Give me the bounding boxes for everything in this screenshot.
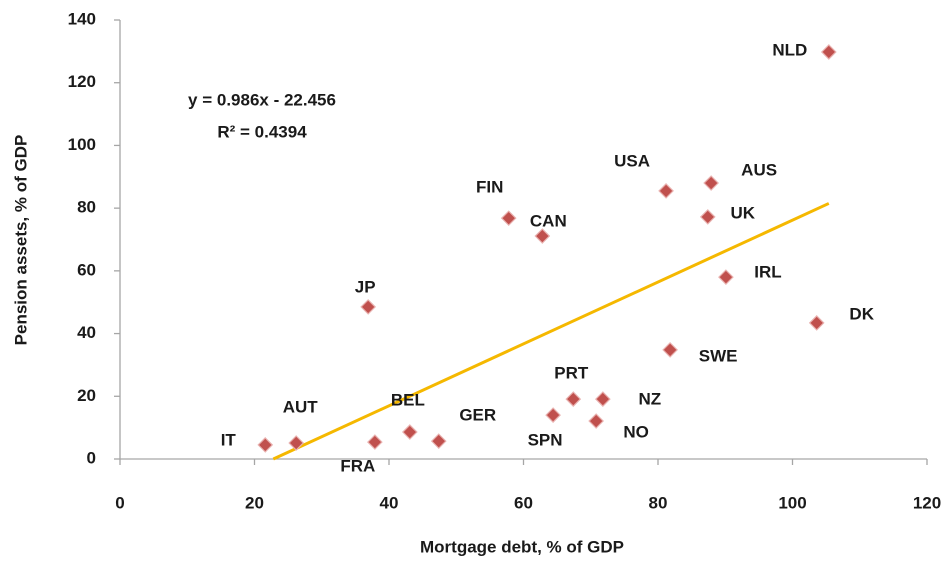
point: [595, 391, 611, 407]
point-label: NZ: [639, 390, 662, 409]
point-label: IRL: [754, 263, 781, 282]
point-label: BEL: [391, 391, 425, 410]
point-label: DK: [849, 304, 874, 323]
point: [808, 315, 825, 331]
x-tick-label: 40: [380, 493, 399, 512]
point-label: FRA: [340, 457, 375, 476]
point: [662, 342, 678, 358]
x-axis-label: Mortgage debt, % of GDP: [420, 537, 624, 556]
y-tick-label: 60: [77, 260, 96, 279]
point: [430, 433, 447, 449]
point: [360, 299, 377, 315]
point: [820, 44, 837, 60]
y-axis-label: Pension assets, % of GDP: [11, 135, 30, 346]
point-label: NO: [623, 423, 649, 442]
y-tick-label: 120: [68, 72, 96, 91]
x-tick-label: 80: [649, 493, 668, 512]
point: [401, 424, 418, 440]
x-tick-label: 100: [778, 493, 806, 512]
x-tick-label: 20: [245, 493, 264, 512]
point-label: NLD: [772, 40, 807, 59]
point-label: CAN: [530, 212, 567, 231]
point-label: PRT: [554, 364, 589, 383]
trendline: [272, 202, 830, 461]
point-label: JP: [355, 277, 376, 296]
point: [534, 228, 551, 244]
y-tick-label: 40: [77, 323, 96, 342]
point: [367, 434, 383, 450]
point: [545, 407, 561, 423]
point-label: AUT: [283, 397, 319, 416]
point: [703, 175, 719, 191]
y-tick-label: 140: [68, 9, 96, 28]
point-label: SPN: [528, 431, 563, 450]
point: [288, 435, 305, 451]
x-tick-label: 60: [514, 493, 533, 512]
y-tick-label: 20: [77, 386, 96, 405]
point-label: GER: [459, 406, 496, 425]
point: [565, 391, 582, 407]
point-label: FIN: [476, 178, 503, 197]
point-label: UK: [730, 203, 755, 222]
point: [699, 209, 716, 225]
point-label: USA: [614, 151, 650, 170]
trend-equation: y = 0.986x - 22.456: [188, 90, 336, 109]
point-label: AUS: [741, 161, 777, 180]
trend-r-squared: R² = 0.4394: [217, 122, 307, 141]
point-label: IT: [221, 430, 237, 449]
x-tick-label: 0: [115, 493, 124, 512]
point: [257, 437, 274, 453]
point: [718, 269, 734, 285]
point: [658, 183, 674, 199]
point: [588, 413, 604, 429]
x-tick-label: 120: [913, 493, 941, 512]
y-tick-label: 80: [77, 198, 96, 217]
y-tick-label: 0: [87, 448, 96, 467]
point-label: SWE: [699, 346, 738, 365]
point: [500, 210, 517, 227]
y-tick-label: 100: [68, 135, 96, 154]
